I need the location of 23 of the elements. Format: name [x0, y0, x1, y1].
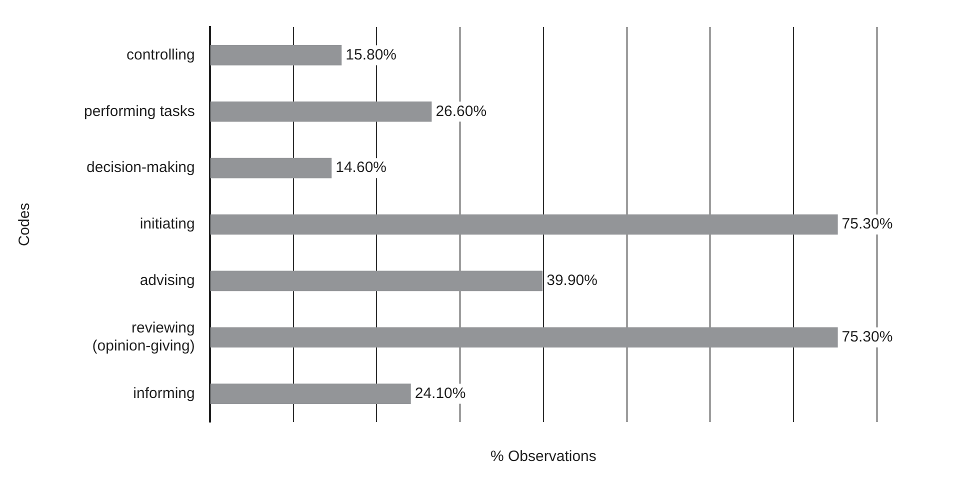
- y-tick-label: decision-making: [86, 159, 195, 176]
- y-axis-title: Codes: [16, 202, 34, 246]
- bar: [210, 214, 838, 235]
- bar: [210, 45, 342, 66]
- data-label: 14.60%: [336, 159, 386, 176]
- y-tick-label: performing tasks: [84, 102, 195, 120]
- bar: [210, 158, 332, 178]
- bar: [210, 384, 411, 404]
- data-label: 75.30%: [842, 328, 893, 346]
- y-tick-label: controlling: [126, 46, 195, 64]
- y-tick-label: informing: [133, 384, 195, 402]
- bar: [210, 327, 838, 348]
- bar: [210, 101, 432, 122]
- y-tick-label: initiating: [140, 216, 195, 233]
- y-tick-label: reviewing (opinion-giving): [92, 320, 195, 354]
- bar: [210, 270, 543, 292]
- x-axis-title: % Observations: [490, 448, 596, 466]
- data-label: 24.10%: [414, 384, 466, 402]
- data-label: 39.90%: [546, 272, 598, 290]
- data-label: 75.30%: [842, 216, 893, 233]
- data-label: 15.80%: [346, 46, 397, 64]
- data-label: 26.60%: [436, 102, 487, 120]
- y-tick-label: advising: [140, 272, 195, 290]
